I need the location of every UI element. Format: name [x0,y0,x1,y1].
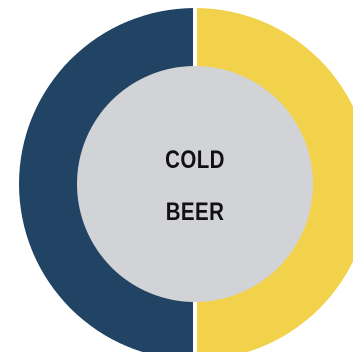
badge-text-line-2: BEER [165,198,225,226]
center-disc [77,66,313,302]
badge-text-line-1: COLD [165,146,225,174]
